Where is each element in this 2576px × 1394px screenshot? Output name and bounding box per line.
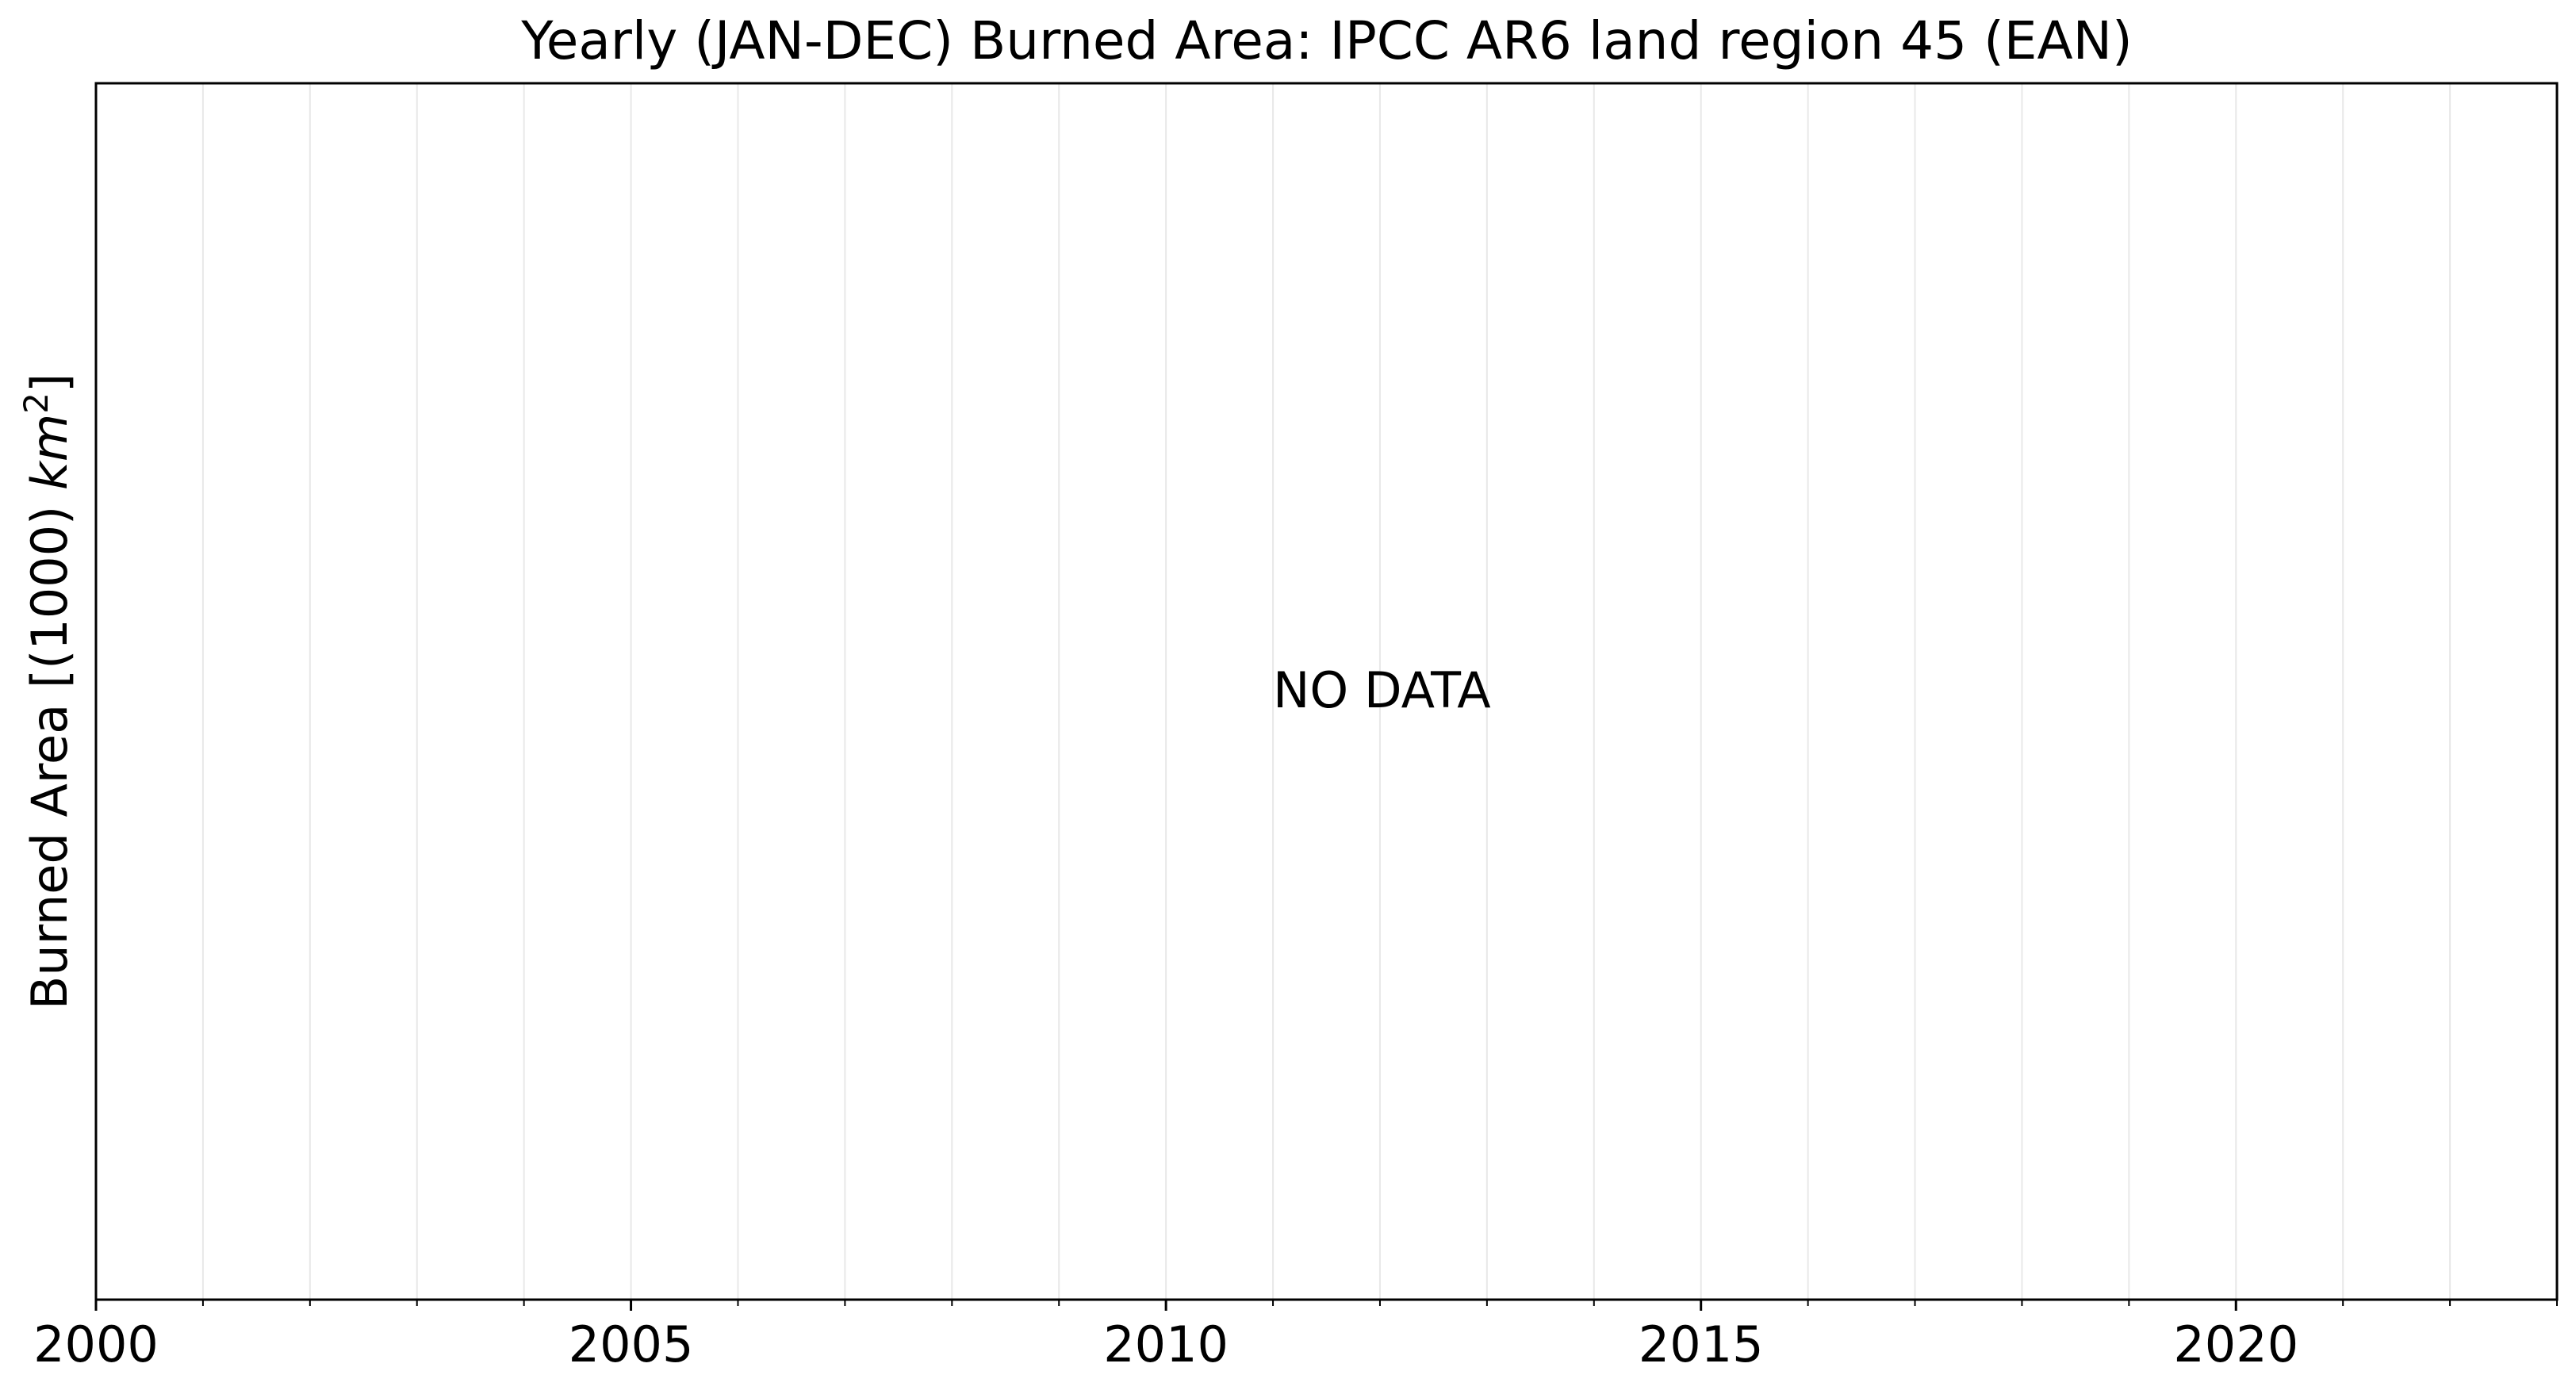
plot-area-frame bbox=[94, 82, 2559, 1301]
x-axis-tick-labels: 2000 2005 2010 2015 2020 bbox=[33, 1315, 2298, 1373]
y-axis-label-group: Burned Area [(1000) km2] bbox=[17, 373, 79, 1009]
x-tick-label-2005: 2005 bbox=[569, 1315, 694, 1373]
x-tick-label-2020: 2020 bbox=[2173, 1315, 2298, 1373]
x-tick-label-2015: 2015 bbox=[1639, 1315, 1764, 1373]
x-tick-label-2000: 2000 bbox=[33, 1315, 159, 1373]
y-axis-label: Burned Area [(1000) km2] bbox=[17, 373, 79, 1009]
no-data-annotation: NO DATA bbox=[1273, 661, 1491, 719]
y-axis-label-prefix: Burned Area [(1000) bbox=[21, 490, 79, 1009]
x-axis-ticks bbox=[94, 1300, 2558, 1311]
x-tick-label-2010: 2010 bbox=[1103, 1315, 1229, 1373]
chart-title: Yearly (JAN-DEC) Burned Area: IPCC AR6 l… bbox=[520, 10, 2133, 71]
y-axis-label-unit: km bbox=[21, 414, 79, 490]
y-axis-label-suffix: ] bbox=[21, 373, 79, 393]
grid-lines bbox=[95, 83, 2558, 1300]
y-axis-label-unit-exponent: 2 bbox=[17, 393, 56, 414]
